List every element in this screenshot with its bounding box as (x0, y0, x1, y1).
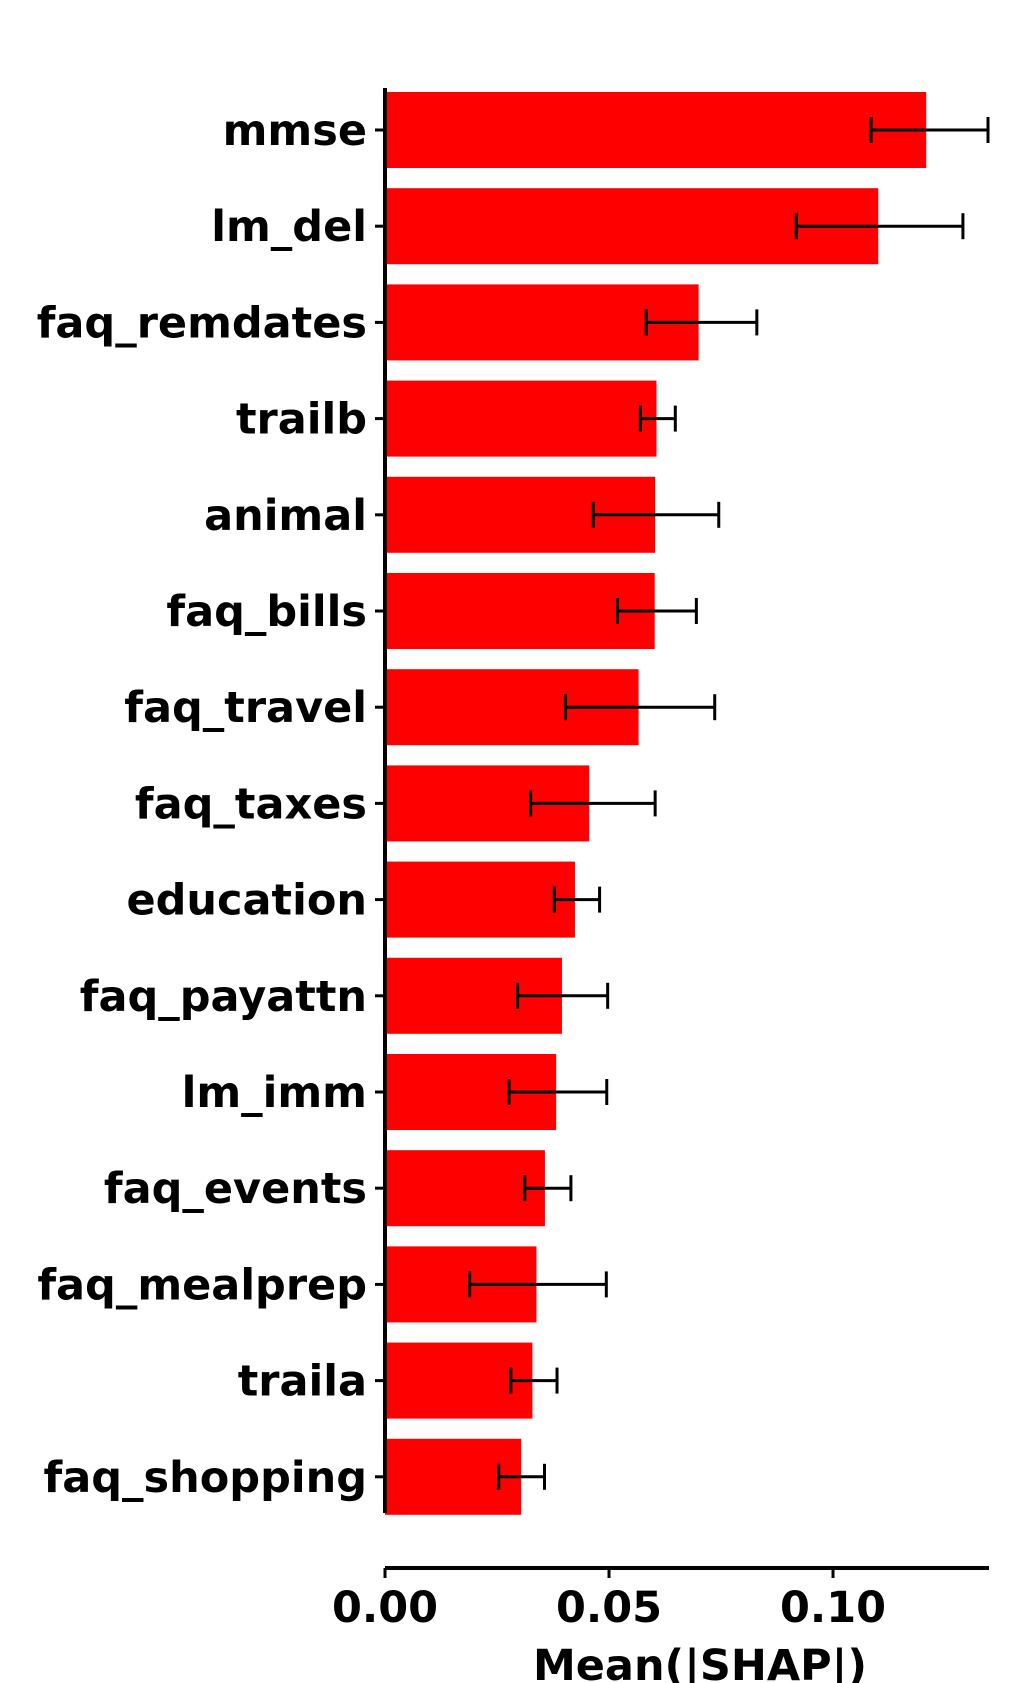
bar-traila (385, 1342, 533, 1419)
x-tick-label-0.10: 0.10 (780, 1583, 886, 1633)
x-axis-title: Mean(|SHAP|) (533, 1641, 867, 1683)
y-tick-label-faq_mealprep: faq_mealprep (37, 1260, 367, 1310)
error-bar-faq_travel (564, 694, 717, 721)
error-bar-traila (509, 1367, 559, 1394)
error-bar-faq_taxes (529, 790, 657, 817)
y-tick-label-faq_shopping: faq_shopping (44, 1453, 367, 1503)
error-bar-mmse (869, 117, 990, 143)
error-bar-faq_shopping (497, 1463, 546, 1490)
y-tick-label-lm_del: lm_del (211, 202, 367, 252)
error-bar-animal (591, 501, 721, 528)
error-bar-trailb (638, 405, 677, 432)
error-bars-layer (468, 117, 990, 1490)
bar-trailb (385, 380, 657, 457)
error-bar-faq_remdates (644, 309, 759, 336)
error-bar-lm_del (794, 213, 965, 240)
bars-layer (385, 92, 927, 1515)
bar-education (385, 861, 575, 938)
y-tick-label-mmse: mmse (223, 106, 367, 156)
bar-mmse (385, 92, 927, 168)
y-tick-label-animal: animal (204, 491, 367, 541)
error-bar-education (552, 886, 602, 913)
y-tick-label-faq_travel: faq_travel (124, 683, 367, 733)
error-bar-faq_bills (616, 598, 698, 624)
error-bar-faq_payattn (516, 982, 610, 1009)
y-tick-label-education: education (126, 876, 367, 926)
y-tick-label-faq_payattn: faq_payattn (80, 972, 367, 1022)
x-tick-label-0.05: 0.05 (556, 1583, 662, 1633)
y-tick-label-trailb: trailb (236, 395, 367, 445)
error-bar-lm_imm (507, 1079, 609, 1105)
error-bar-faq_events (523, 1175, 573, 1202)
bar-faq_events (385, 1150, 545, 1227)
x-tick-label-0.00: 0.00 (332, 1583, 438, 1633)
y-tick-label-faq_taxes: faq_taxes (135, 779, 367, 829)
y-tick-label-faq_remdates: faq_remdates (37, 298, 367, 348)
x-ticks-layer: 0.00 0.05 0.10 (332, 1568, 886, 1633)
bar-faq_bills (385, 573, 655, 649)
y-tick-label-faq_events: faq_events (104, 1164, 367, 1214)
y-tick-label-faq_bills: faq_bills (166, 587, 367, 637)
error-bar-faq_mealprep (468, 1271, 608, 1298)
y-tick-label-lm_imm: lm_imm (182, 1068, 367, 1118)
y-tick-label-traila: traila (238, 1357, 367, 1407)
